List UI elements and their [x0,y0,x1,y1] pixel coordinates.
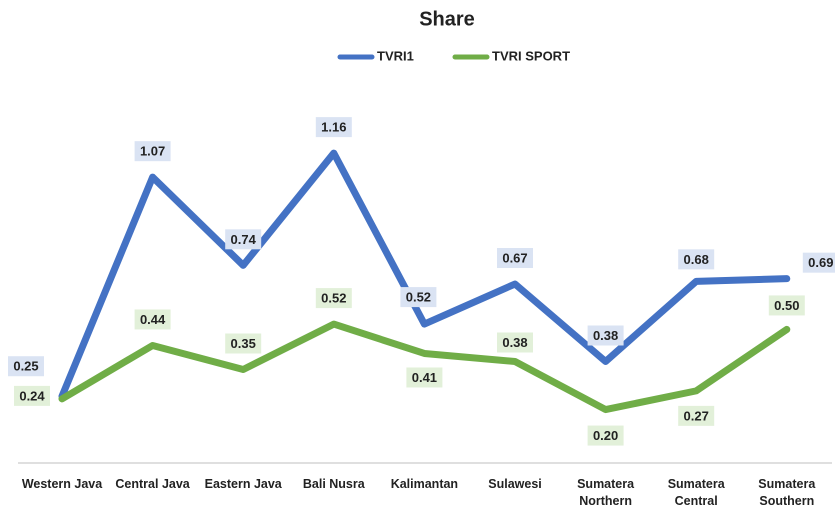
data-label-box [802,252,835,273]
x-tick-label: Kalimantan [390,477,459,491]
data-label: 0.38 [502,335,527,350]
x-tick-label: Sumatera Northern [577,477,635,508]
data-label: 0.74 [231,232,257,247]
data-label-box [14,385,50,406]
data-label: 0.67 [502,250,527,265]
data-label-box [768,295,805,316]
data-label: 0.44 [140,312,166,327]
x-tick-label: Bali Nusra [302,477,365,491]
data-label: 0.24 [19,388,45,403]
chart-title: Share [419,8,475,30]
data-label: 0.20 [593,428,618,443]
x-tick-label: Central Java [115,477,190,491]
data-label-box [315,288,352,309]
x-tick-label: Western Java [21,477,103,491]
data-label: 0.35 [231,336,256,351]
data-label-box [497,332,533,353]
data-label-box [134,141,171,162]
legend-label: TVRI SPORT [492,48,570,63]
data-label: 0.52 [406,290,431,305]
data-label: 0.50 [774,298,799,313]
data-label-box [406,367,443,388]
x-tick-label: Sulawesi [488,477,542,491]
data-label: 0.52 [321,291,346,306]
data-label-box [400,287,437,308]
data-label: 0.38 [593,328,618,343]
data-label-box [497,248,533,269]
data-label-box [678,249,715,270]
data-label: 0.69 [808,255,833,270]
data-label-box [134,309,171,330]
x-tick-label: Eastern Java [204,477,282,491]
series-line [58,149,791,400]
x-tick-label: Sumatera Southern [758,477,816,508]
data-label: 1.07 [140,144,165,159]
data-label: 0.27 [684,408,709,423]
data-label: 0.41 [412,370,437,385]
series-line [58,320,791,414]
data-label-box [587,425,624,446]
data-label: 1.16 [321,120,346,135]
data-label-box [315,117,352,138]
legend-label: TVRI1 [377,48,414,63]
data-label-box [225,229,262,250]
data-label-box [587,325,624,346]
x-tick-label: Sumatera Central [667,477,725,508]
data-label-box [225,333,262,354]
data-label-box [678,405,715,426]
data-label-box [8,356,44,377]
data-label: 0.25 [13,359,38,374]
data-label: 0.68 [684,252,709,267]
